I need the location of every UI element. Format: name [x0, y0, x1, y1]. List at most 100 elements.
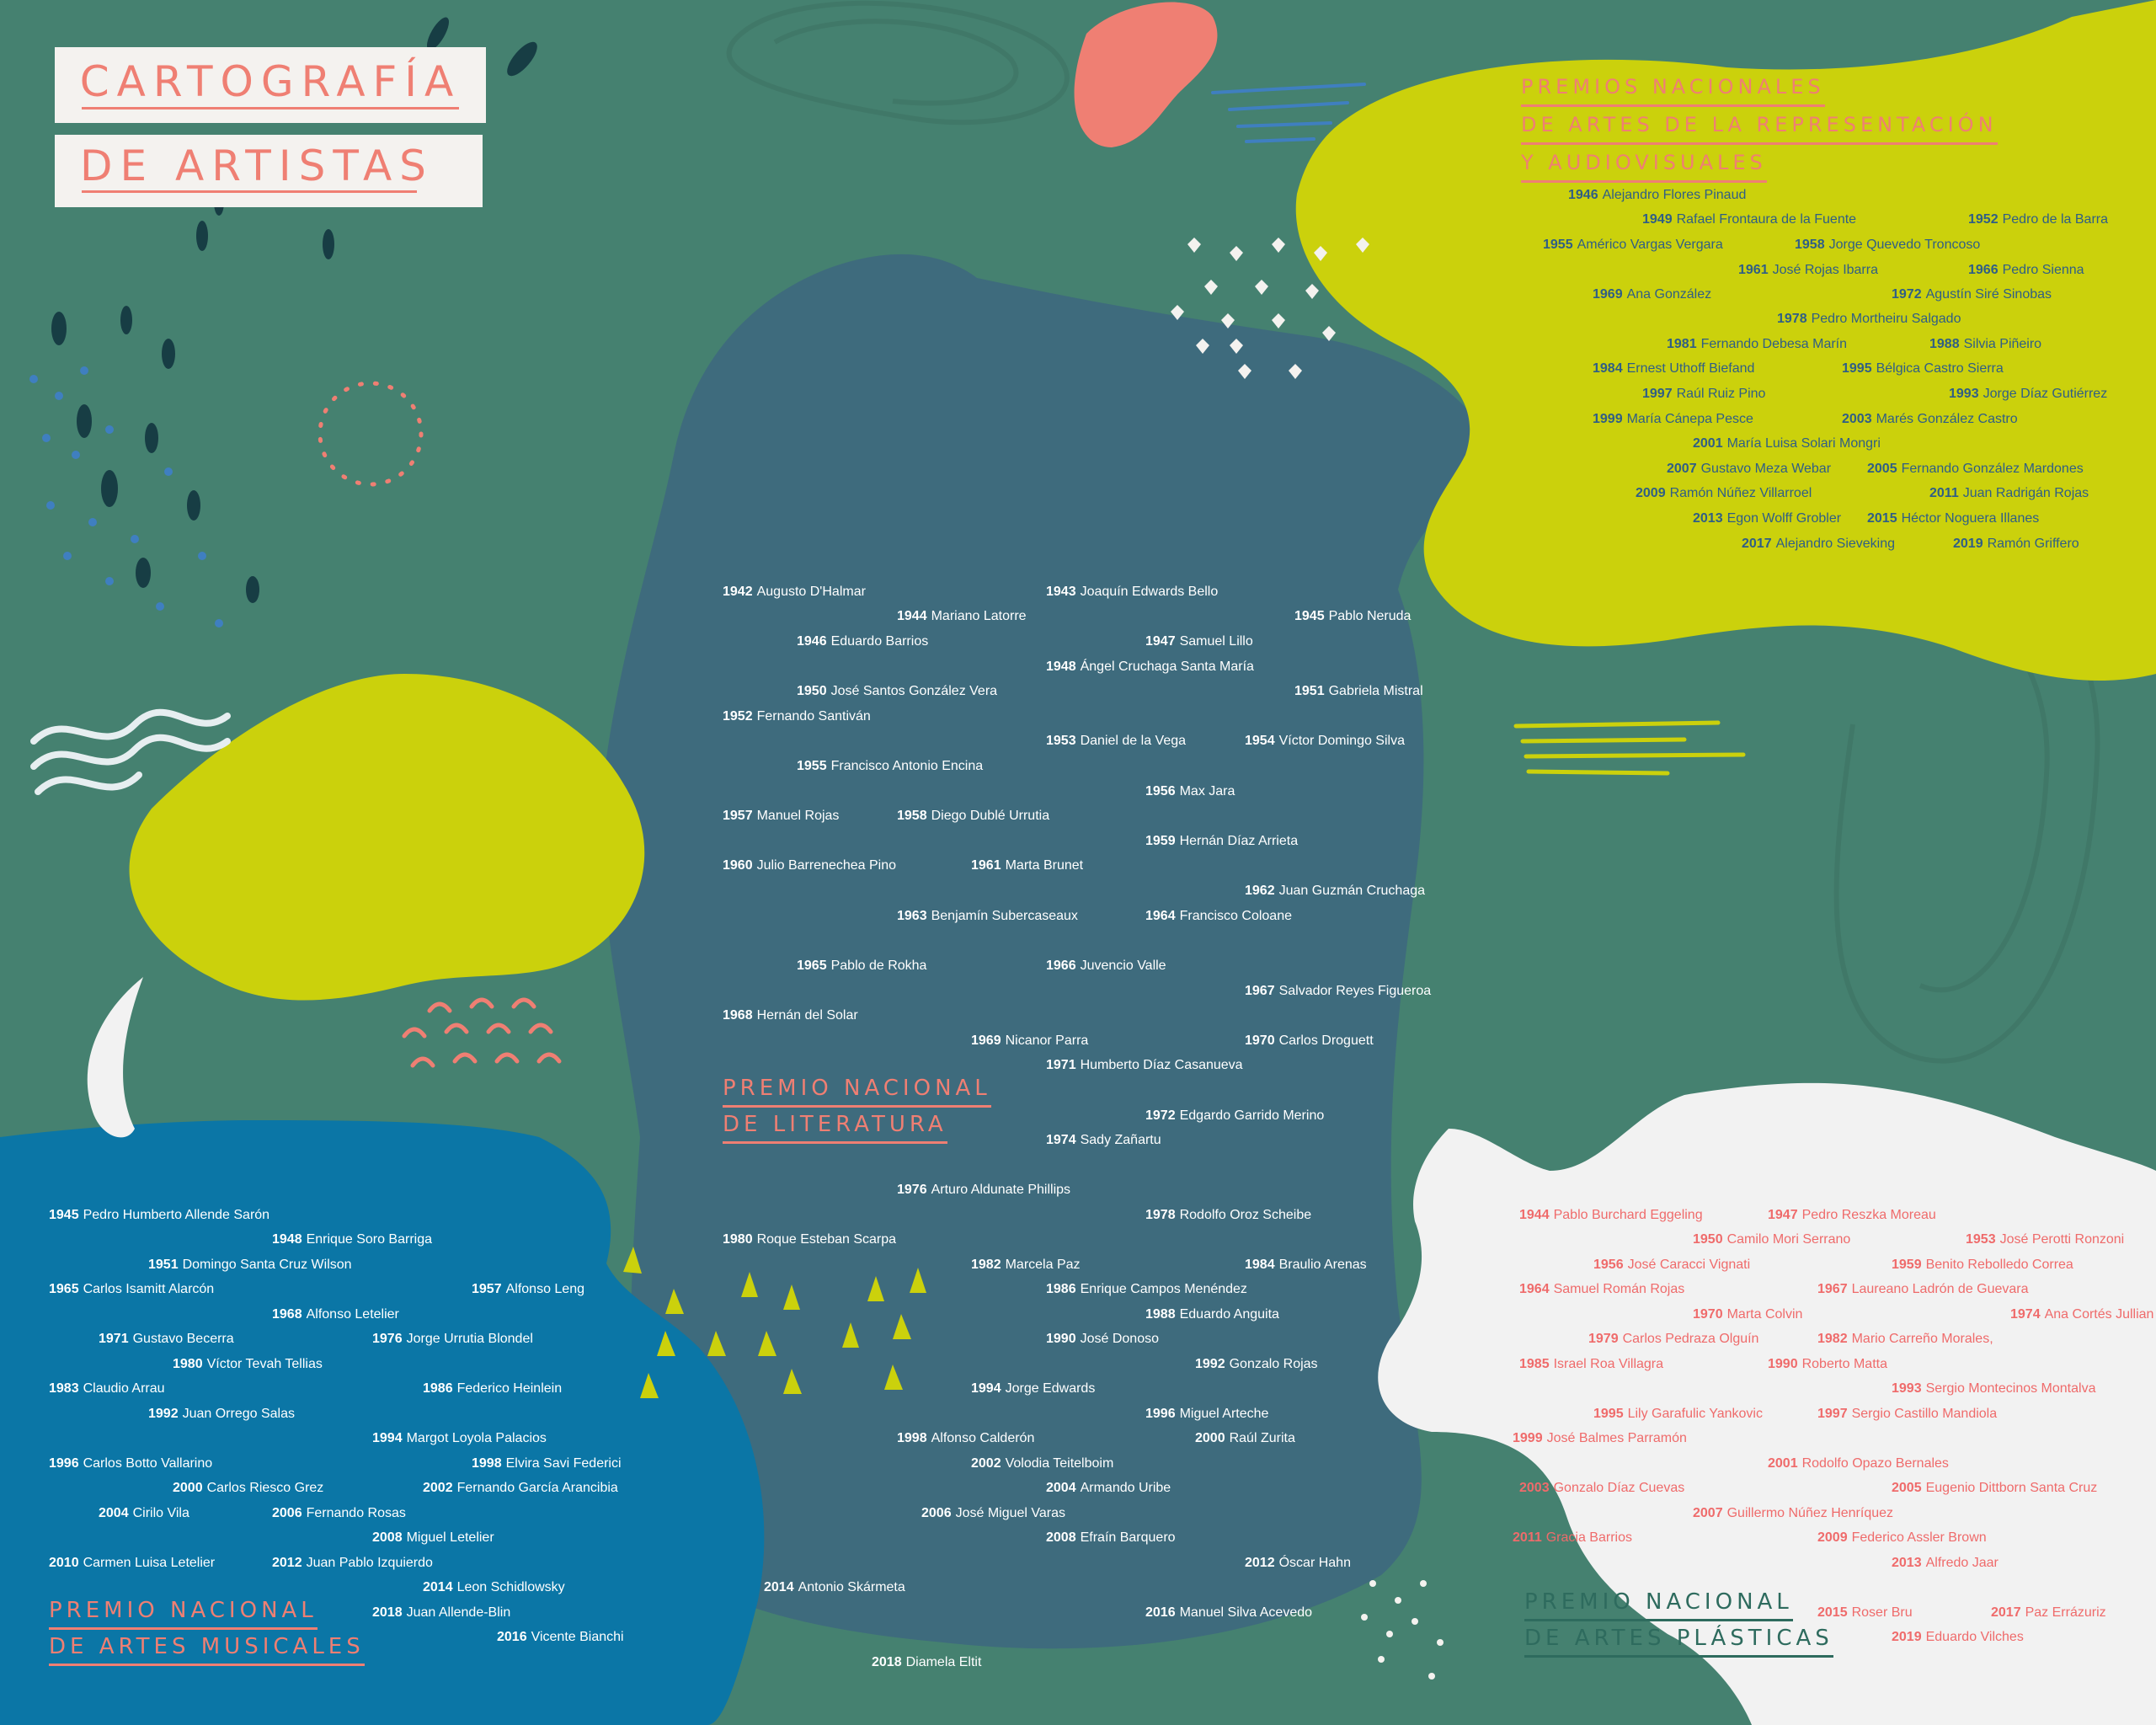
entry-name: Enrique Soro Barriga	[306, 1232, 433, 1247]
entry-name: Américo Vargas Vergara	[1577, 238, 1723, 252]
representacion-entry: 2011 Juan Radrigán Rojas	[1929, 485, 2089, 502]
entry-year: 1961	[971, 858, 1001, 873]
entry-year: 1997	[1817, 1407, 1848, 1421]
entry-year: 2019	[1892, 1630, 1922, 1644]
title-line-1: CARTOGRAFÍA	[79, 57, 462, 106]
representacion-entry: 2003 Marés González Castro	[1842, 411, 2018, 428]
entry-name: Ángel Cruchaga Santa María	[1080, 660, 1254, 674]
entry-name: José Santos González Vera	[830, 684, 998, 698]
entry-name: Marés González Castro	[1876, 412, 2018, 426]
entry-year: 2003	[1519, 1481, 1550, 1495]
plasticas-entry: 2007 Guillermo Núñez Henríquez	[1693, 1505, 1893, 1522]
literatura-entry: 1953 Daniel de la Vega	[1046, 733, 1186, 750]
entry-name: Gabriela Mistral	[1328, 684, 1423, 698]
entry-year: 1942	[723, 585, 753, 599]
musicales-entry: 1945 Pedro Humberto Allende Sarón	[49, 1207, 270, 1224]
entry-year: 1981	[1667, 337, 1697, 351]
entry-name: Miguel Letelier	[406, 1530, 494, 1545]
entry-name: Pedro Sienna	[2002, 263, 2084, 277]
entry-year: 1996	[1145, 1407, 1176, 1421]
entry-name: Lily Garafulic Yankovic	[1627, 1407, 1763, 1421]
plasticas-entry: 1993 Sergio Montecinos Montalva	[1892, 1381, 2095, 1397]
musicales-entry: 2014 Leon Schidlowsky	[423, 1579, 565, 1596]
entry-year: 1971	[99, 1332, 129, 1346]
entry-year: 2011	[1929, 486, 1959, 500]
entry-year: 2012	[272, 1556, 302, 1570]
entry-year: 2015	[1867, 511, 1897, 526]
musicales-entry: 1983 Claudio Arrau	[49, 1381, 165, 1397]
entry-name: Marta Colvin	[1726, 1307, 1803, 1322]
entry-year: 1968	[272, 1307, 302, 1322]
literatura-entry: 1964 Francisco Coloane	[1145, 908, 1292, 925]
entry-name: Leon Schidlowsky	[456, 1580, 565, 1594]
entry-name: Samuel Román Rojas	[1553, 1282, 1685, 1296]
entry-year: 1993	[1892, 1381, 1922, 1396]
entry-year: 1965	[797, 959, 827, 973]
entry-name: Daniel de la Vega	[1080, 734, 1187, 748]
entry-year: 2001	[1768, 1456, 1798, 1471]
entry-year: 1966	[1046, 959, 1076, 973]
musicales-entry: 1957 Alfonso Leng	[472, 1281, 584, 1298]
representacion-entry: 1978 Pedro Mortheiru Salgado	[1777, 311, 1961, 328]
plasticas-entry: 1947 Pedro Reszka Moreau	[1768, 1207, 1936, 1224]
entry-name: Samuel Lillo	[1179, 634, 1253, 649]
entry-name: Ana Cortés Jullian	[2044, 1307, 2154, 1322]
entry-year: 1999	[1593, 412, 1623, 426]
entry-year: 1994	[372, 1431, 403, 1445]
entry-year: 1952	[723, 709, 753, 724]
entry-name: Miguel Arteche	[1179, 1407, 1269, 1421]
literatura-entry: 1966 Juvencio Valle	[1046, 958, 1166, 975]
entry-year: 1971	[1046, 1058, 1076, 1072]
entry-name: Elvira Savi Federici	[505, 1456, 622, 1471]
entry-name: Gustavo Becerra	[132, 1332, 234, 1346]
plasticas-entry: 1964 Samuel Román Rojas	[1519, 1281, 1684, 1298]
representacion-entry: 1969 Ana González	[1593, 286, 1711, 303]
entry-name: Juan Allende-Blin	[406, 1605, 511, 1620]
entry-name: Alfredo Jaar	[1925, 1556, 1999, 1570]
entry-year: 2018	[872, 1655, 902, 1669]
entry-year: 1992	[148, 1407, 179, 1421]
entry-name: Eduardo Vilches	[1925, 1630, 2024, 1644]
literatura-entry: 1951 Gabriela Mistral	[1294, 683, 1423, 700]
entry-name: Hernán del Solar	[756, 1008, 858, 1023]
entry-name: Eduardo Anguita	[1179, 1307, 1279, 1322]
entry-name: Margot Loyola Palacios	[406, 1431, 547, 1445]
entry-year: 2019	[1953, 537, 1983, 551]
plasticas-entry: 2015 Roser Bru	[1817, 1605, 1913, 1621]
plasticas-entry: 1967 Laureano Ladrón de Guevara	[1817, 1281, 2029, 1298]
musicales-entry: 2000 Carlos Riesco Grez	[173, 1480, 323, 1497]
musicales-entry: 1980 Víctor Tevah Tellias	[173, 1356, 323, 1373]
entry-name: Fernando Debesa Marín	[1700, 337, 1848, 351]
entry-year: 1951	[148, 1258, 179, 1272]
entry-year: 2002	[423, 1481, 453, 1495]
musicales-entry: 1976 Jorge Urrutia Blondel	[372, 1331, 533, 1348]
entry-year: 2008	[1046, 1530, 1076, 1545]
title-underline-2	[82, 190, 417, 193]
entry-name: José Donoso	[1080, 1332, 1159, 1346]
entry-name: Benito Rebolledo Correa	[1925, 1258, 2073, 1272]
literatura-entry: 1943 Joaquín Edwards Bello	[1046, 584, 1218, 601]
representacion-entry: 2001 María Luisa Solari Mongri	[1693, 435, 1881, 452]
entry-name: Carmen Luisa Letelier	[83, 1556, 216, 1570]
entry-year: 2008	[372, 1530, 403, 1545]
literatura-entry: 1947 Samuel Lillo	[1145, 633, 1253, 650]
representacion-entry: 1961 José Rojas Ibarra	[1738, 262, 1878, 279]
literatura-entry: 1972 Edgardo Garrido Merino	[1145, 1108, 1324, 1124]
literatura-entry: 2016 Manuel Silva Acevedo	[1145, 1605, 1312, 1621]
entry-name: Raúl Zurita	[1229, 1431, 1295, 1445]
entry-name: Ramón Griffero	[1987, 537, 2079, 551]
representacion-entry: 2013 Egon Wolff Grobler	[1693, 510, 1841, 527]
entry-year: 1980	[723, 1232, 753, 1247]
representacion-entry: 1988 Silvia Piñeiro	[1929, 336, 2041, 353]
entry-name: Juan Guzmán Cruchaga	[1278, 884, 1426, 898]
heading-musicales-line2: DE ARTES MUSICALES	[49, 1630, 365, 1666]
entry-year: 1980	[173, 1357, 203, 1371]
plasticas-entry: 2009 Federico Assler Brown	[1817, 1530, 1987, 1546]
literatura-entry: 1960 Julio Barrenechea Pino	[723, 857, 896, 874]
literatura-entry: 1952 Fernando Santiván	[723, 708, 871, 725]
entry-year: 2012	[1245, 1556, 1275, 1570]
literatura-entry: 2008 Efraín Barquero	[1046, 1530, 1176, 1546]
entry-name: Francisco Coloane	[1179, 909, 1292, 923]
literatura-entry: 1950 José Santos González Vera	[797, 683, 997, 700]
entry-name: Pedro Reszka Moreau	[1801, 1208, 1936, 1222]
